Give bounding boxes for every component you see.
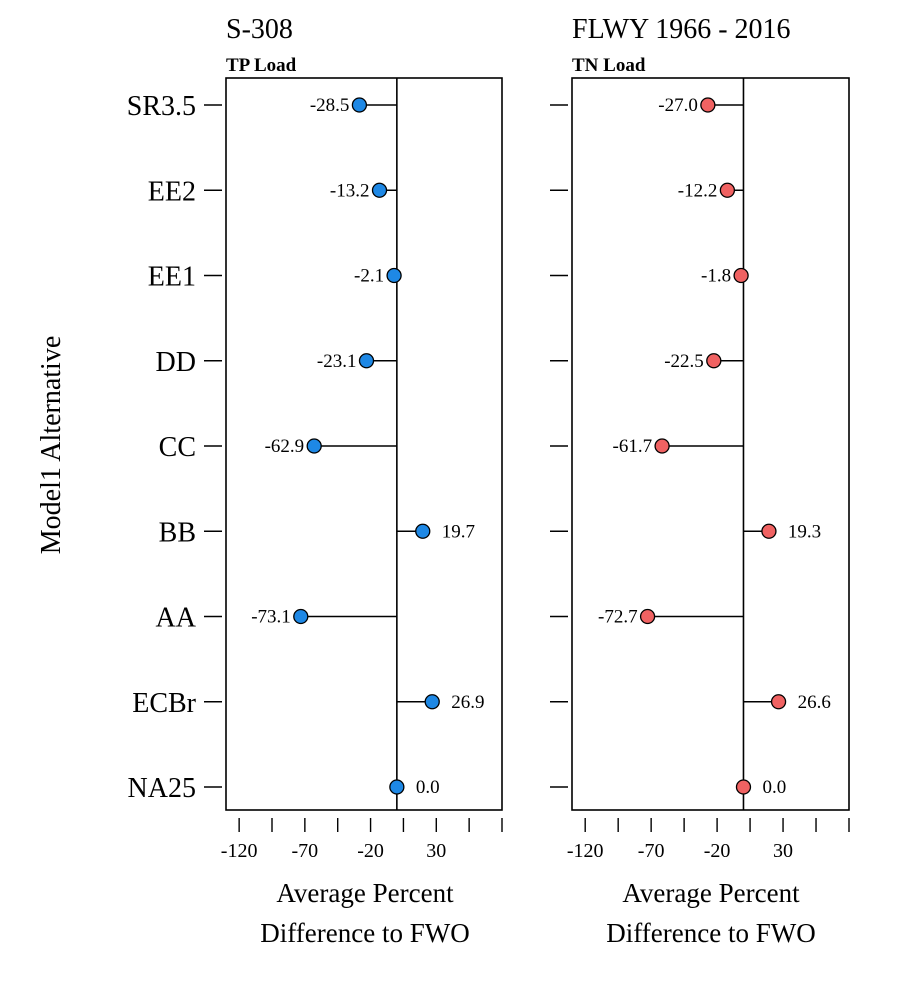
plot-frame <box>571 77 850 811</box>
plot-frame <box>225 77 503 811</box>
data-point <box>735 779 752 795</box>
data-point <box>415 523 431 539</box>
value-label: 19.3 <box>788 521 821 542</box>
value-label: -62.9 <box>265 436 305 457</box>
value-label: -2.1 <box>354 266 384 287</box>
x-tick-label: -70 <box>638 840 665 862</box>
category-label: SR3.5 <box>127 91 196 122</box>
x-tick-label: -20 <box>357 840 384 862</box>
value-label: -23.1 <box>317 351 357 372</box>
data-point <box>389 779 405 795</box>
y-axis-label: Model1 Alternative <box>36 336 67 555</box>
x-tick-label: -120 <box>221 840 258 862</box>
x-tick-label: 30 <box>426 840 446 862</box>
value-label: -27.0 <box>658 95 698 116</box>
right-x-axis-label-line1: Average Percent <box>622 878 800 908</box>
x-tick-label: -20 <box>704 840 731 862</box>
value-label: 0.0 <box>762 777 786 798</box>
tp-load-panel: -120 -70 -20 30 SR3.5 -28.5 EE2 -13.2 EE1 -2.1 DD -… <box>127 77 503 862</box>
value-label: -1.8 <box>701 266 731 287</box>
value-label: -28.5 <box>310 95 350 116</box>
data-point <box>293 608 309 625</box>
value-label: -13.2 <box>330 180 370 201</box>
value-label: 26.9 <box>451 692 484 713</box>
category-label: BB <box>159 517 196 548</box>
left-panel-title: S-308 <box>226 14 293 45</box>
x-tick-label: 30 <box>773 840 793 862</box>
data-point <box>733 267 749 284</box>
x-tick-label: -70 <box>292 840 319 862</box>
value-label: -73.1 <box>251 607 291 628</box>
data-point <box>306 438 322 454</box>
data-point <box>654 438 670 454</box>
data-point <box>358 353 375 369</box>
left-x-axis-label-line2: Difference to FWO <box>260 918 469 948</box>
tn-load-panel: -120 -70 -20 30 -27.0 -12.2 -1.8 -22.5 -61.7 19.3… <box>550 77 850 862</box>
value-label: -22.5 <box>664 351 704 372</box>
category-label: AA <box>156 603 197 634</box>
value-label: -61.7 <box>613 436 653 457</box>
right-x-axis-label-line2: Difference to FWO <box>606 918 815 948</box>
category-label: EE2 <box>148 176 196 207</box>
data-point <box>424 694 440 710</box>
left-panel-subtitle: TP Load <box>226 55 297 76</box>
right-panel-title: FLWY 1966 - 2016 <box>572 14 791 45</box>
data-point <box>719 182 736 198</box>
data-point <box>371 182 388 198</box>
data-point <box>700 97 716 113</box>
data-point <box>761 523 777 539</box>
category-label: EE1 <box>148 262 196 293</box>
x-tick-label: -120 <box>567 840 604 862</box>
left-x-axis-label-line1: Average Percent <box>276 878 454 908</box>
value-label: -12.2 <box>678 180 718 201</box>
value-label: 26.6 <box>798 692 831 713</box>
value-label: -72.7 <box>598 607 638 628</box>
value-label: 19.7 <box>442 521 475 542</box>
category-label: DD <box>156 347 196 378</box>
category-label: CC <box>159 432 196 463</box>
data-point <box>706 353 722 369</box>
data-point <box>351 97 368 113</box>
category-label: NA25 <box>128 773 196 804</box>
right-panel-subtitle: TN Load <box>572 55 646 76</box>
category-label: ECBr <box>132 688 196 719</box>
data-point <box>386 267 402 284</box>
value-label: 0.0 <box>416 777 440 798</box>
data-point <box>639 608 656 625</box>
data-point <box>770 694 787 710</box>
